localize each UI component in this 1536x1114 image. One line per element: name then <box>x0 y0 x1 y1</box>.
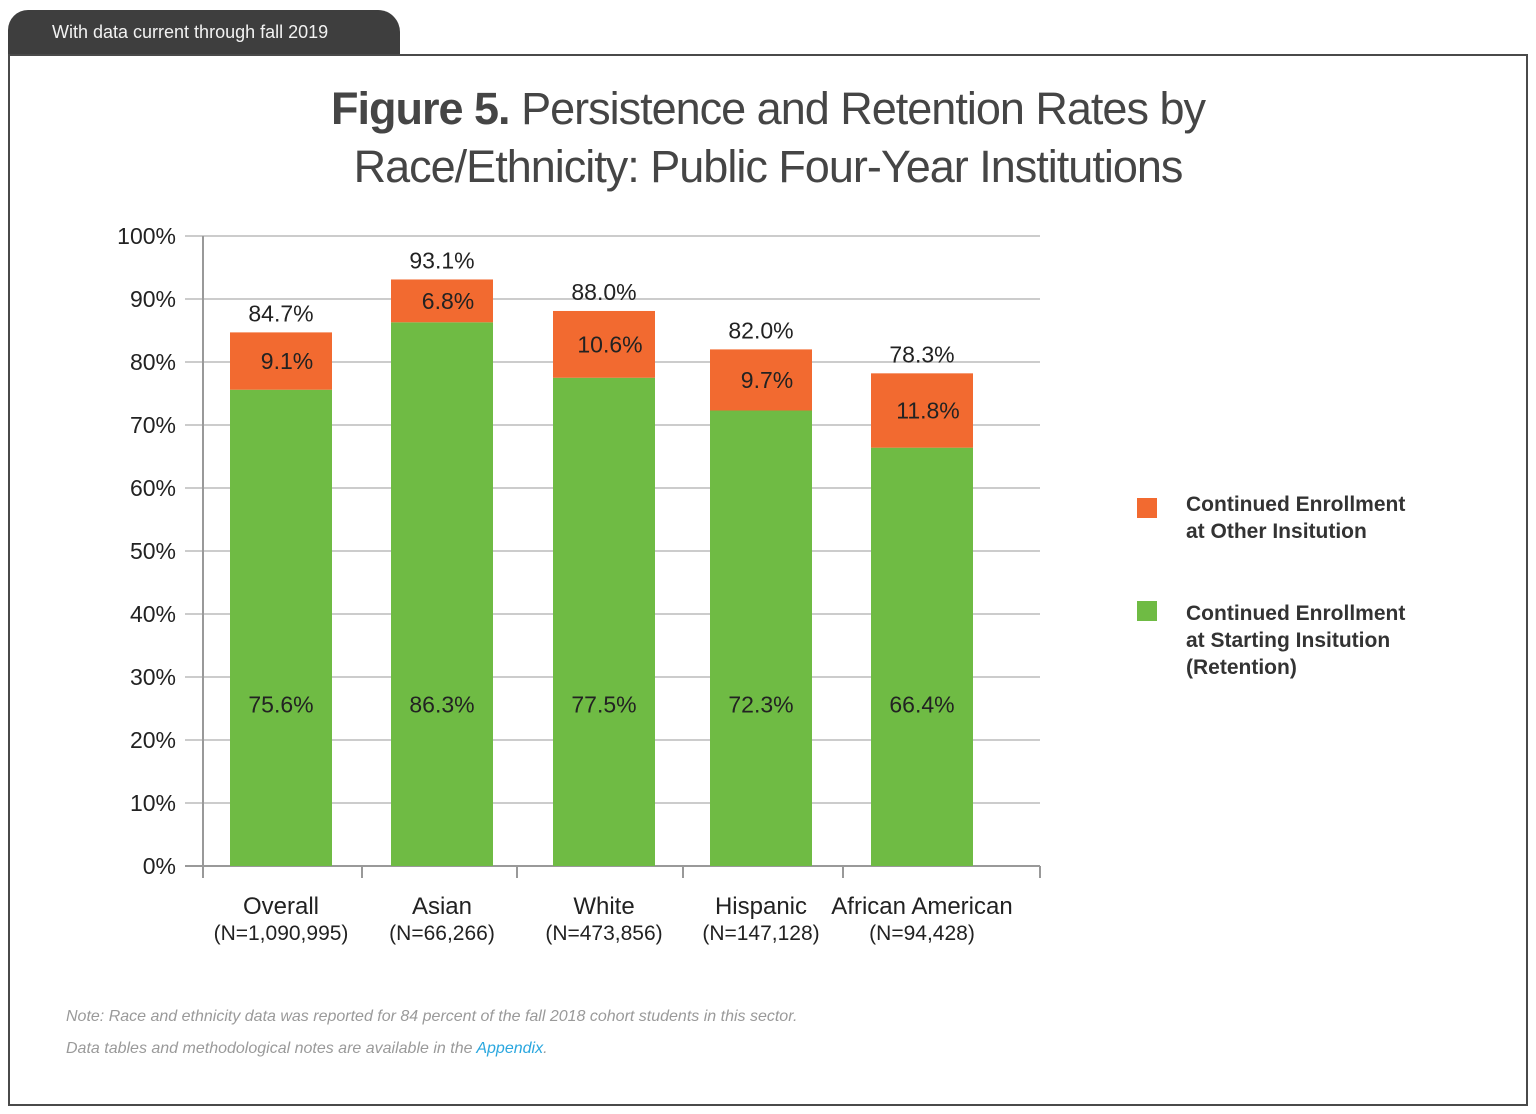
category-label: Hispanic <box>715 893 807 920</box>
legend-label-other: at Other Insitution <box>1186 520 1367 543</box>
y-tick-label: 20% <box>130 727 176 753</box>
note-line-1: Note: Race and ethnicity data was report… <box>66 1008 798 1025</box>
other-value-label: 9.1% <box>261 348 313 374</box>
retention-value-label: 75.6% <box>248 692 313 718</box>
legend-label-retention: (Retention) <box>1186 656 1297 679</box>
category-count-label: (N=473,856) <box>545 922 662 945</box>
category-count-label: (N=147,128) <box>702 922 819 945</box>
other-value-label: 11.8% <box>896 398 960 424</box>
bar-other-institution <box>871 373 973 448</box>
y-tick-label: 60% <box>130 475 176 501</box>
figure-title: Figure 5. Persistence and Retention Rate… <box>0 80 1536 196</box>
other-value-label: 10.6% <box>577 331 642 357</box>
category-count-label: (N=66,266) <box>389 922 495 945</box>
title-line-1: Figure 5. Persistence and Retention Rate… <box>0 80 1536 138</box>
other-value-label: 6.8% <box>422 288 474 314</box>
y-tick-label: 0% <box>143 853 176 879</box>
bar-retention <box>553 377 655 866</box>
y-tick-label: 70% <box>130 412 176 438</box>
legend-label-retention: at Starting Insitution <box>1186 629 1390 652</box>
legend-swatch-retention <box>1137 601 1157 621</box>
title-text-1: Persistence and Retention Rates by <box>521 83 1206 134</box>
bar-retention <box>230 389 332 866</box>
y-tick-label: 40% <box>130 601 176 627</box>
title-line-2: Race/Ethnicity: Public Four-Year Institu… <box>353 141 1184 192</box>
total-value-label: 82.0% <box>728 317 793 343</box>
note-line-2-suffix: . <box>543 1040 548 1057</box>
bar-other-institution <box>710 349 812 411</box>
y-tick-label: 90% <box>130 286 176 312</box>
y-tick-label: 50% <box>130 538 176 564</box>
total-value-label: 84.7% <box>248 300 313 326</box>
y-tick-label: 30% <box>130 664 176 690</box>
note-line-2-text: Data tables and methodological notes are… <box>66 1040 477 1057</box>
retention-value-label: 66.4% <box>889 692 954 718</box>
legend-label-retention: Continued Enrollment <box>1186 602 1405 625</box>
bar-retention <box>391 322 493 866</box>
appendix-link[interactable]: Appendix <box>476 1040 544 1057</box>
bar-other-institution <box>391 279 493 323</box>
bar-retention <box>871 447 973 866</box>
category-label: African American <box>831 893 1012 920</box>
total-value-label: 88.0% <box>571 279 636 305</box>
total-value-label: 78.3% <box>889 341 954 367</box>
bar-other-institution <box>230 332 332 390</box>
category-label: Asian <box>412 893 472 920</box>
title-figure-number: Figure 5. <box>331 83 511 134</box>
category-count-label: (N=1,090,995) <box>214 922 349 945</box>
y-tick-label: 100% <box>117 223 176 249</box>
y-tick-label: 80% <box>130 349 176 375</box>
other-value-label: 9.7% <box>741 367 793 393</box>
header-tab: With data current through fall 2019 <box>8 10 400 56</box>
note-line-2: Data tables and methodological notes are… <box>66 1040 548 1058</box>
retention-value-label: 72.3% <box>728 692 793 718</box>
retention-value-label: 77.5% <box>571 692 636 718</box>
category-label: Overall <box>243 893 319 920</box>
legend-swatch-other <box>1137 498 1157 518</box>
category-count-label: (N=94,428) <box>869 922 975 945</box>
bar-other-institution <box>553 310 655 378</box>
retention-value-label: 86.3% <box>409 692 474 718</box>
header-tab-text: With data current through fall 2019 <box>52 22 329 42</box>
bar-retention <box>710 410 812 866</box>
total-value-label: 93.1% <box>409 247 474 273</box>
category-label: White <box>573 893 634 920</box>
y-tick-label: 10% <box>130 790 176 816</box>
legend-label-other: Continued Enrollment <box>1186 493 1405 516</box>
